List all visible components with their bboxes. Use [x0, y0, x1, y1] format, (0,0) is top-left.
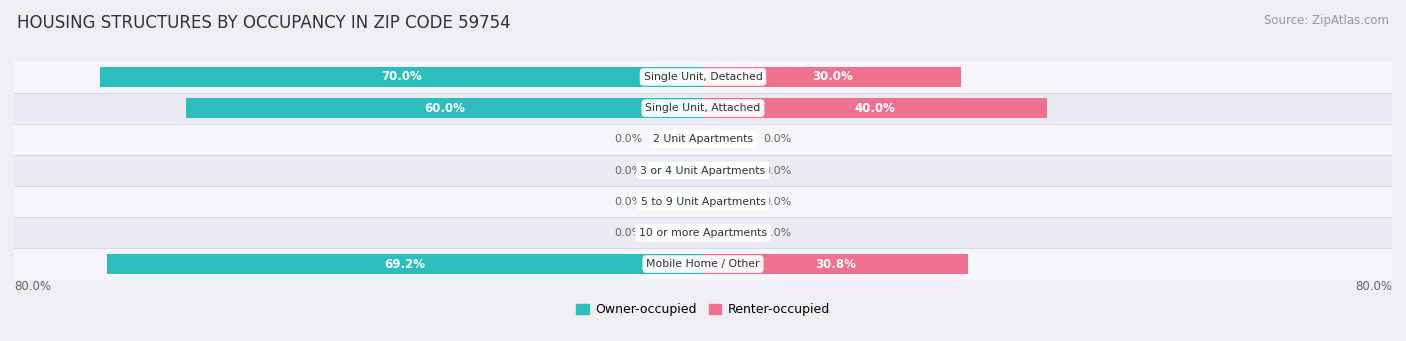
Bar [651, 165, 703, 176]
Text: 80.0%: 80.0% [1355, 280, 1392, 293]
Text: 0.0%: 0.0% [614, 134, 643, 144]
Bar [703, 165, 755, 176]
Text: 69.2%: 69.2% [384, 257, 426, 270]
Bar [703, 227, 755, 238]
Text: 40.0%: 40.0% [855, 102, 896, 115]
Text: 0.0%: 0.0% [763, 165, 792, 176]
Text: 0.0%: 0.0% [763, 228, 792, 238]
Bar [703, 196, 755, 207]
Bar [107, 254, 703, 274]
Text: 70.0%: 70.0% [381, 71, 422, 84]
Text: 0.0%: 0.0% [763, 134, 792, 144]
Bar [14, 249, 1392, 280]
Text: Source: ZipAtlas.com: Source: ZipAtlas.com [1264, 14, 1389, 27]
Text: 0.0%: 0.0% [763, 197, 792, 207]
Bar [703, 67, 962, 87]
Text: 80.0%: 80.0% [14, 280, 51, 293]
Bar [14, 155, 1392, 186]
Bar [703, 99, 1047, 118]
Text: Single Unit, Detached: Single Unit, Detached [644, 72, 762, 82]
Text: Mobile Home / Other: Mobile Home / Other [647, 259, 759, 269]
Text: Single Unit, Attached: Single Unit, Attached [645, 103, 761, 113]
Text: 2 Unit Apartments: 2 Unit Apartments [652, 134, 754, 144]
Bar [14, 124, 1392, 155]
Text: 10 or more Apartments: 10 or more Apartments [638, 228, 768, 238]
Text: 0.0%: 0.0% [614, 165, 643, 176]
Text: 3 or 4 Unit Apartments: 3 or 4 Unit Apartments [641, 165, 765, 176]
Bar [100, 67, 703, 87]
Text: 0.0%: 0.0% [614, 228, 643, 238]
Text: 0.0%: 0.0% [614, 197, 643, 207]
Bar [651, 134, 703, 145]
Bar [651, 227, 703, 238]
Text: 60.0%: 60.0% [425, 102, 465, 115]
Bar [14, 61, 1392, 92]
Bar [14, 217, 1392, 249]
Text: 30.8%: 30.8% [815, 257, 856, 270]
Bar [651, 196, 703, 207]
Text: 30.0%: 30.0% [811, 71, 852, 84]
Bar [703, 134, 755, 145]
Bar [703, 254, 969, 274]
Text: 5 to 9 Unit Apartments: 5 to 9 Unit Apartments [641, 197, 765, 207]
Text: HOUSING STRUCTURES BY OCCUPANCY IN ZIP CODE 59754: HOUSING STRUCTURES BY OCCUPANCY IN ZIP C… [17, 14, 510, 32]
Bar [14, 92, 1392, 124]
Bar [186, 99, 703, 118]
Bar [14, 186, 1392, 217]
Legend: Owner-occupied, Renter-occupied: Owner-occupied, Renter-occupied [571, 298, 835, 321]
